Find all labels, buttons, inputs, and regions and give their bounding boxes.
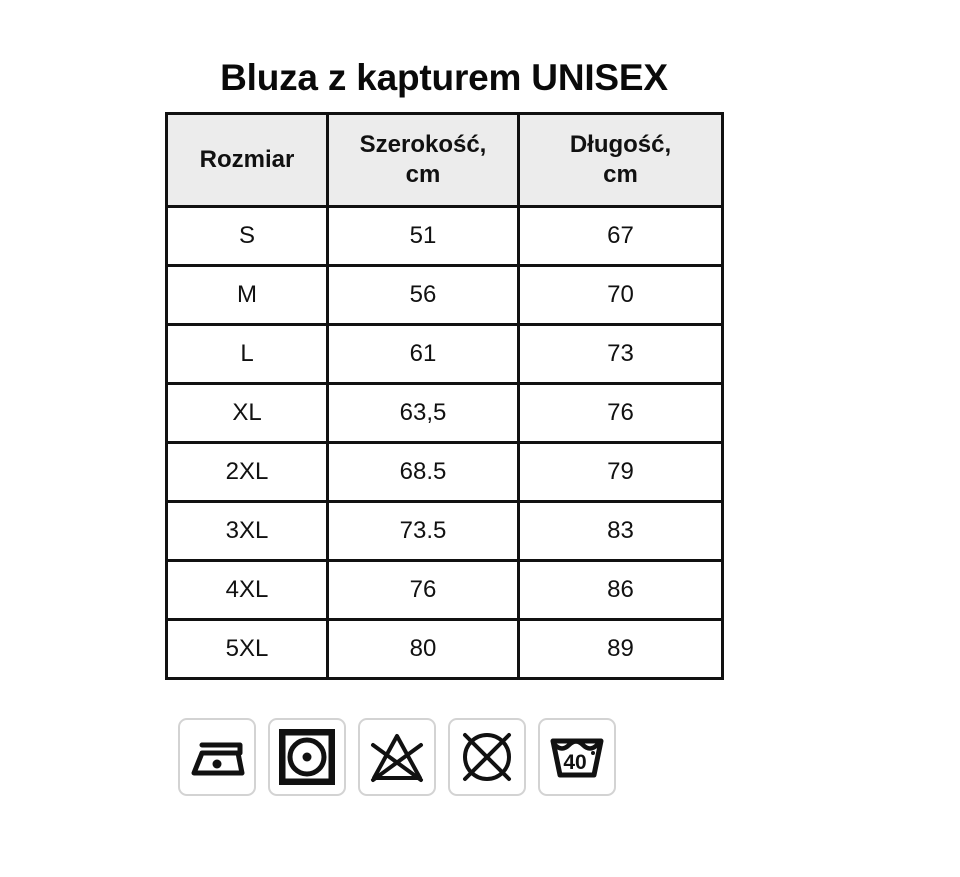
cell-size: 5XL [165,618,329,680]
cell-length: 83 [517,500,724,562]
table-row: M 56 70 [165,264,724,326]
cell-length: 70 [517,264,724,326]
cell-length: 89 [517,618,724,680]
column-header-length: Długość, cm [517,112,724,208]
cell-width: 63,5 [326,382,520,444]
table-row: 5XL 80 89 [165,618,724,680]
tumble-dry-one-dot-icon [268,718,346,796]
cell-length: 73 [517,323,724,385]
cell-size: XL [165,382,329,444]
cell-length: 67 [517,205,724,267]
cell-length: 86 [517,559,724,621]
care-symbols-row: 40 [178,718,616,796]
cell-size: L [165,323,329,385]
cell-width: 68.5 [326,441,520,503]
do-not-dry-clean-icon [448,718,526,796]
cell-size: 3XL [165,500,329,562]
wash-temperature-label: 40 [563,751,586,774]
column-header-width-line2: cm [405,161,441,188]
size-chart-table: Rozmiar Szerokość, cm Długość, cm S 51 6… [165,112,724,680]
column-header-length-line2: cm [603,161,638,188]
cell-width: 61 [326,323,520,385]
cell-width: 76 [326,559,520,621]
table-header-row: Rozmiar Szerokość, cm Długość, cm [165,112,724,208]
table-row: XL 63,5 76 [165,382,724,444]
column-header-length-line1: Długość, [569,131,672,158]
cell-size: S [165,205,329,267]
table-row: 3XL 73.5 83 [165,500,724,562]
page-title: Bluza z kapturem UNISEX [220,57,668,98]
cell-width: 56 [326,264,520,326]
cell-length: 79 [517,441,724,503]
cell-size: M [165,264,329,326]
table-row: 2XL 68.5 79 [165,441,724,503]
cell-width: 73.5 [326,500,520,562]
table-row: L 61 73 [165,323,724,385]
wash-40-icon: 40 [538,718,616,796]
cell-width: 80 [326,618,520,680]
cell-width: 51 [326,205,520,267]
column-header-width: Szerokość, cm [326,112,520,208]
cell-size: 2XL [165,441,329,503]
cell-size: 4XL [165,559,329,621]
table-row: 4XL 76 86 [165,559,724,621]
do-not-bleach-icon [358,718,436,796]
column-header-size: Rozmiar [165,112,329,208]
table-row: S 51 67 [165,205,724,267]
column-header-size-line1: Rozmiar [199,146,295,173]
cell-length: 76 [517,382,724,444]
column-header-width-line1: Szerokość, [359,131,487,158]
iron-one-dot-icon [178,718,256,796]
